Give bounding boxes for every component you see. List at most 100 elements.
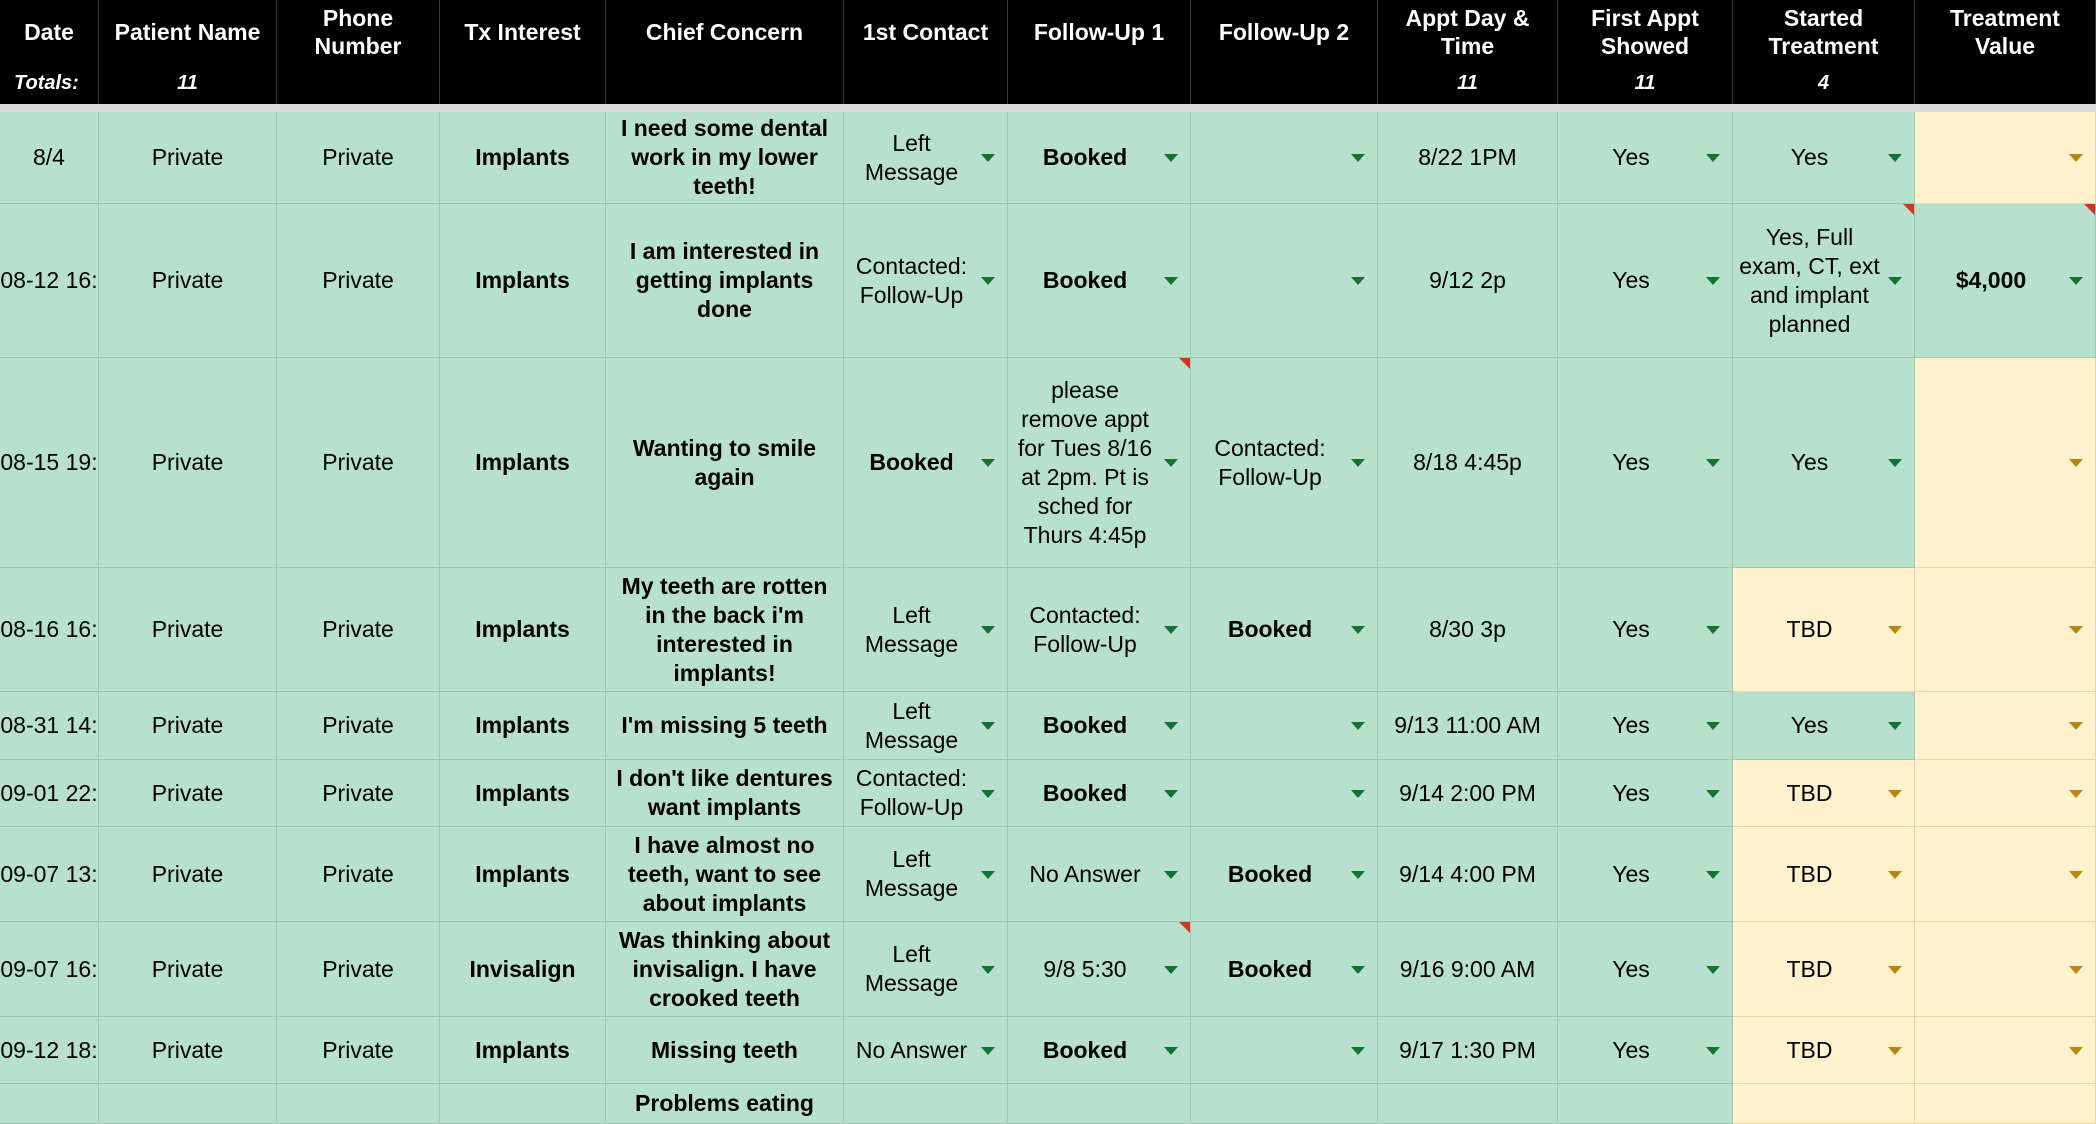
table-cell[interactable] — [1191, 692, 1378, 760]
table-cell[interactable] — [1915, 922, 2096, 1017]
dropdown-arrow[interactable] — [1164, 277, 1178, 285]
dropdown-arrow[interactable] — [2069, 722, 2083, 730]
dropdown-arrow[interactable] — [1351, 870, 1365, 879]
dropdown-arrow[interactable] — [1164, 722, 1178, 730]
table-cell[interactable]: Booked — [1008, 1017, 1191, 1084]
dropdown-arrow[interactable] — [981, 154, 995, 162]
dropdown-arrow[interactable] — [2069, 870, 2083, 879]
dropdown-arrow[interactable] — [1888, 789, 1902, 798]
dropdown-arrow[interactable] — [1351, 722, 1365, 730]
table-cell[interactable] — [1915, 358, 2096, 568]
dropdown-arrow[interactable] — [1888, 154, 1902, 162]
dropdown-arrow[interactable] — [1706, 722, 1720, 730]
dropdown-arrow[interactable] — [2069, 965, 2083, 974]
table-cell[interactable]: Yes — [1558, 827, 1733, 922]
dropdown-arrow[interactable] — [1706, 277, 1720, 285]
table-cell[interactable]: Booked — [1191, 827, 1378, 922]
table-cell[interactable]: Left Message — [844, 112, 1008, 204]
table-cell[interactable]: Booked — [844, 358, 1008, 568]
table-cell[interactable]: Yes — [1733, 358, 1915, 568]
dropdown-arrow[interactable] — [1164, 154, 1178, 162]
table-cell[interactable]: Booked — [1191, 568, 1378, 692]
table-cell[interactable]: please remove appt for Tues 8/16 at 2pm.… — [1008, 358, 1191, 568]
table-cell[interactable]: $4,000 — [1915, 204, 2096, 358]
dropdown-arrow[interactable] — [1888, 626, 1902, 634]
table-cell[interactable]: Contacted: Follow-Up — [1008, 568, 1191, 692]
dropdown-arrow[interactable] — [981, 459, 995, 467]
table-cell[interactable]: Yes — [1558, 1017, 1733, 1084]
dropdown-arrow[interactable] — [1888, 965, 1902, 974]
table-cell[interactable]: Left Message — [844, 922, 1008, 1017]
dropdown-arrow[interactable] — [1351, 154, 1365, 162]
table-cell[interactable]: 9/8 5:30 — [1008, 922, 1191, 1017]
comment-marker[interactable] — [1179, 358, 1190, 369]
dropdown-arrow[interactable] — [1351, 789, 1365, 798]
table-cell[interactable] — [1191, 1017, 1378, 1084]
dropdown-arrow[interactable] — [981, 789, 995, 798]
dropdown-arrow[interactable] — [1164, 626, 1178, 634]
table-cell[interactable]: Yes — [1558, 568, 1733, 692]
dropdown-arrow[interactable] — [1351, 1046, 1365, 1055]
dropdown-arrow[interactable] — [1888, 1046, 1902, 1055]
dropdown-arrow[interactable] — [2069, 789, 2083, 798]
comment-marker[interactable] — [1179, 922, 1190, 933]
table-cell[interactable]: TBD — [1733, 827, 1915, 922]
dropdown-arrow[interactable] — [1706, 789, 1720, 798]
dropdown-arrow[interactable] — [981, 722, 995, 730]
table-cell[interactable]: TBD — [1733, 922, 1915, 1017]
dropdown-arrow[interactable] — [1706, 626, 1720, 634]
dropdown-arrow[interactable] — [1351, 459, 1365, 467]
dropdown-arrow[interactable] — [1164, 965, 1178, 974]
table-cell[interactable]: Booked — [1008, 760, 1191, 827]
table-cell[interactable] — [1191, 760, 1378, 827]
dropdown-arrow[interactable] — [2069, 154, 2083, 162]
dropdown-arrow[interactable] — [1706, 870, 1720, 879]
dropdown-arrow[interactable] — [1706, 154, 1720, 162]
dropdown-arrow[interactable] — [2069, 277, 2083, 285]
table-cell[interactable]: Left Message — [844, 827, 1008, 922]
table-cell[interactable] — [1915, 1017, 2096, 1084]
table-cell[interactable] — [1915, 760, 2096, 827]
table-cell[interactable]: No Answer — [1008, 827, 1191, 922]
comment-marker[interactable] — [1903, 204, 1914, 215]
table-cell[interactable]: TBD — [1733, 760, 1915, 827]
table-cell[interactable]: Left Message — [844, 692, 1008, 760]
dropdown-arrow[interactable] — [1351, 626, 1365, 634]
dropdown-arrow[interactable] — [2069, 459, 2083, 467]
dropdown-arrow[interactable] — [1888, 722, 1902, 730]
dropdown-arrow[interactable] — [981, 277, 995, 285]
table-cell[interactable]: Booked — [1008, 692, 1191, 760]
table-cell[interactable]: Booked — [1191, 922, 1378, 1017]
table-cell[interactable]: Left Message — [844, 568, 1008, 692]
dropdown-arrow[interactable] — [2069, 1046, 2083, 1055]
table-cell[interactable]: Contacted: Follow-Up — [844, 760, 1008, 827]
table-cell[interactable] — [1191, 204, 1378, 358]
table-cell[interactable]: Booked — [1008, 112, 1191, 204]
dropdown-arrow[interactable] — [981, 1046, 995, 1055]
table-cell[interactable]: Yes — [1733, 692, 1915, 760]
table-cell[interactable] — [1191, 112, 1378, 204]
table-cell[interactable] — [1915, 568, 2096, 692]
table-cell[interactable]: Yes — [1558, 358, 1733, 568]
dropdown-arrow[interactable] — [1164, 459, 1178, 467]
dropdown-arrow[interactable] — [1706, 965, 1720, 974]
table-cell[interactable]: Booked — [1008, 204, 1191, 358]
dropdown-arrow[interactable] — [981, 965, 995, 974]
table-cell[interactable]: Yes — [1733, 112, 1915, 204]
table-cell[interactable] — [1915, 692, 2096, 760]
dropdown-arrow[interactable] — [1351, 277, 1365, 285]
table-cell[interactable] — [1915, 112, 2096, 204]
dropdown-arrow[interactable] — [981, 626, 995, 634]
table-cell[interactable]: Yes — [1558, 922, 1733, 1017]
table-cell[interactable]: Yes — [1558, 204, 1733, 358]
table-cell[interactable] — [1915, 827, 2096, 922]
comment-marker[interactable] — [2084, 204, 2095, 215]
table-cell[interactable]: Yes — [1558, 112, 1733, 204]
dropdown-arrow[interactable] — [1888, 459, 1902, 467]
table-cell[interactable]: TBD — [1733, 1017, 1915, 1084]
table-cell[interactable]: Yes — [1558, 692, 1733, 760]
dropdown-arrow[interactable] — [1164, 1046, 1178, 1055]
dropdown-arrow[interactable] — [1164, 789, 1178, 798]
table-cell[interactable]: No Answer — [844, 1017, 1008, 1084]
table-cell[interactable]: TBD — [1733, 568, 1915, 692]
